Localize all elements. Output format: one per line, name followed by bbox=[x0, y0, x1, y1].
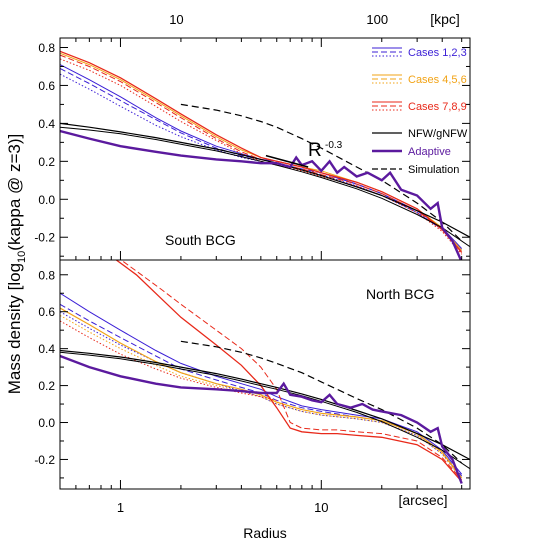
north-adaptive-series-11 bbox=[60, 354, 463, 484]
north-cases-7-8-9-series-6 bbox=[120, 260, 463, 481]
north-panel-series bbox=[60, 260, 470, 484]
north-simulation-series-10 bbox=[180, 340, 463, 464]
legend: Cases 1,2,3 Cases 4,5,6 Cases 7,8,9 NFW/gNF… bbox=[372, 47, 468, 176]
south-nfw-gnfw-series-7 bbox=[60, 122, 470, 238]
legend-label-cases-7-8-9: Cases 7,8,9 bbox=[408, 101, 467, 113]
slope-annotation-exponent: -0.3 bbox=[325, 140, 343, 151]
y-axis-title: Mass density [log10(kappa @ z=3)] bbox=[5, 134, 28, 395]
north-panel-label: North BCG bbox=[366, 286, 434, 302]
x-axis-unit-bottom: [arcsec] bbox=[398, 492, 447, 508]
y-axis-title-tail: (kappa @ z=3)] bbox=[5, 134, 24, 251]
north-ytick-label: 0.2 bbox=[38, 379, 55, 393]
north-cases-1-2-3-series-2 bbox=[60, 311, 463, 479]
north-ytick-label: -0.2 bbox=[34, 453, 55, 467]
north-ytick-label: 0.0 bbox=[38, 416, 55, 430]
x-tick-label-bottom: 10 bbox=[314, 500, 328, 515]
north-cases-7-8-9-series-5 bbox=[115, 260, 463, 483]
legend-label-nfw-gnfw: NFW/gNFW bbox=[408, 128, 468, 140]
y-axis-title-main: Mass density [log bbox=[5, 263, 24, 394]
south-ytick-label: 0.8 bbox=[38, 41, 55, 55]
x-axis-unit-top: [kpc] bbox=[430, 11, 460, 27]
north-nfw-gnfw-series-9 bbox=[60, 351, 470, 470]
south-simulation-series-9 bbox=[180, 103, 463, 242]
south-panel-label: South BCG bbox=[165, 232, 236, 248]
legend-label-adaptive: Adaptive bbox=[408, 146, 451, 158]
south-cases-7-8-9-series-4 bbox=[60, 50, 463, 253]
north-ytick-label: 0.8 bbox=[38, 268, 55, 282]
y-axis-title-subscript: 10 bbox=[16, 251, 28, 263]
north-cases-4-5-6-series-4 bbox=[60, 314, 463, 481]
x-tick-label-top: 10 bbox=[169, 12, 183, 27]
south-ytick-label: 0.6 bbox=[38, 79, 55, 93]
north-ytick-label: 0.6 bbox=[38, 305, 55, 319]
south-ytick-label: 0.2 bbox=[38, 155, 55, 169]
legend-label-cases-4-5-6: Cases 4,5,6 bbox=[408, 74, 467, 86]
north-nfw-gnfw-series-8 bbox=[60, 349, 470, 461]
x-tick-label-bottom: 1 bbox=[117, 500, 124, 515]
slope-reference-line bbox=[265, 154, 309, 168]
south-cases-1-2-3-series-0 bbox=[60, 64, 463, 249]
axis-ticks: -0.2 0.0 0.2 0.4 0.6 0.8 -0.2 0.0 0.2 0.4 0.6 0.8 1 1… bbox=[34, 12, 470, 515]
north-cases-7-8-9-series-7 bbox=[60, 320, 277, 401]
south-adaptive-series-10 bbox=[60, 129, 463, 260]
south-ytick-label: 0.0 bbox=[38, 193, 55, 207]
south-cases-7-8-9-series-6 bbox=[60, 58, 463, 255]
legend-label-simulation: Simulation bbox=[408, 164, 459, 176]
south-ytick-label: 0.4 bbox=[38, 117, 55, 131]
south-panel-series bbox=[60, 50, 470, 260]
south-cases-7-8-9-series-5 bbox=[60, 54, 463, 253]
north-ytick-label: 0.4 bbox=[38, 342, 55, 356]
south-ytick-label: -0.2 bbox=[34, 231, 55, 245]
slope-annotation-base: R bbox=[308, 140, 322, 161]
legend-label-cases-1-2-3: Cases 1,2,3 bbox=[408, 47, 467, 59]
x-tick-label-top: 100 bbox=[366, 12, 388, 27]
x-axis-title: Radius bbox=[243, 525, 287, 541]
north-panel-frame bbox=[59, 259, 471, 490]
